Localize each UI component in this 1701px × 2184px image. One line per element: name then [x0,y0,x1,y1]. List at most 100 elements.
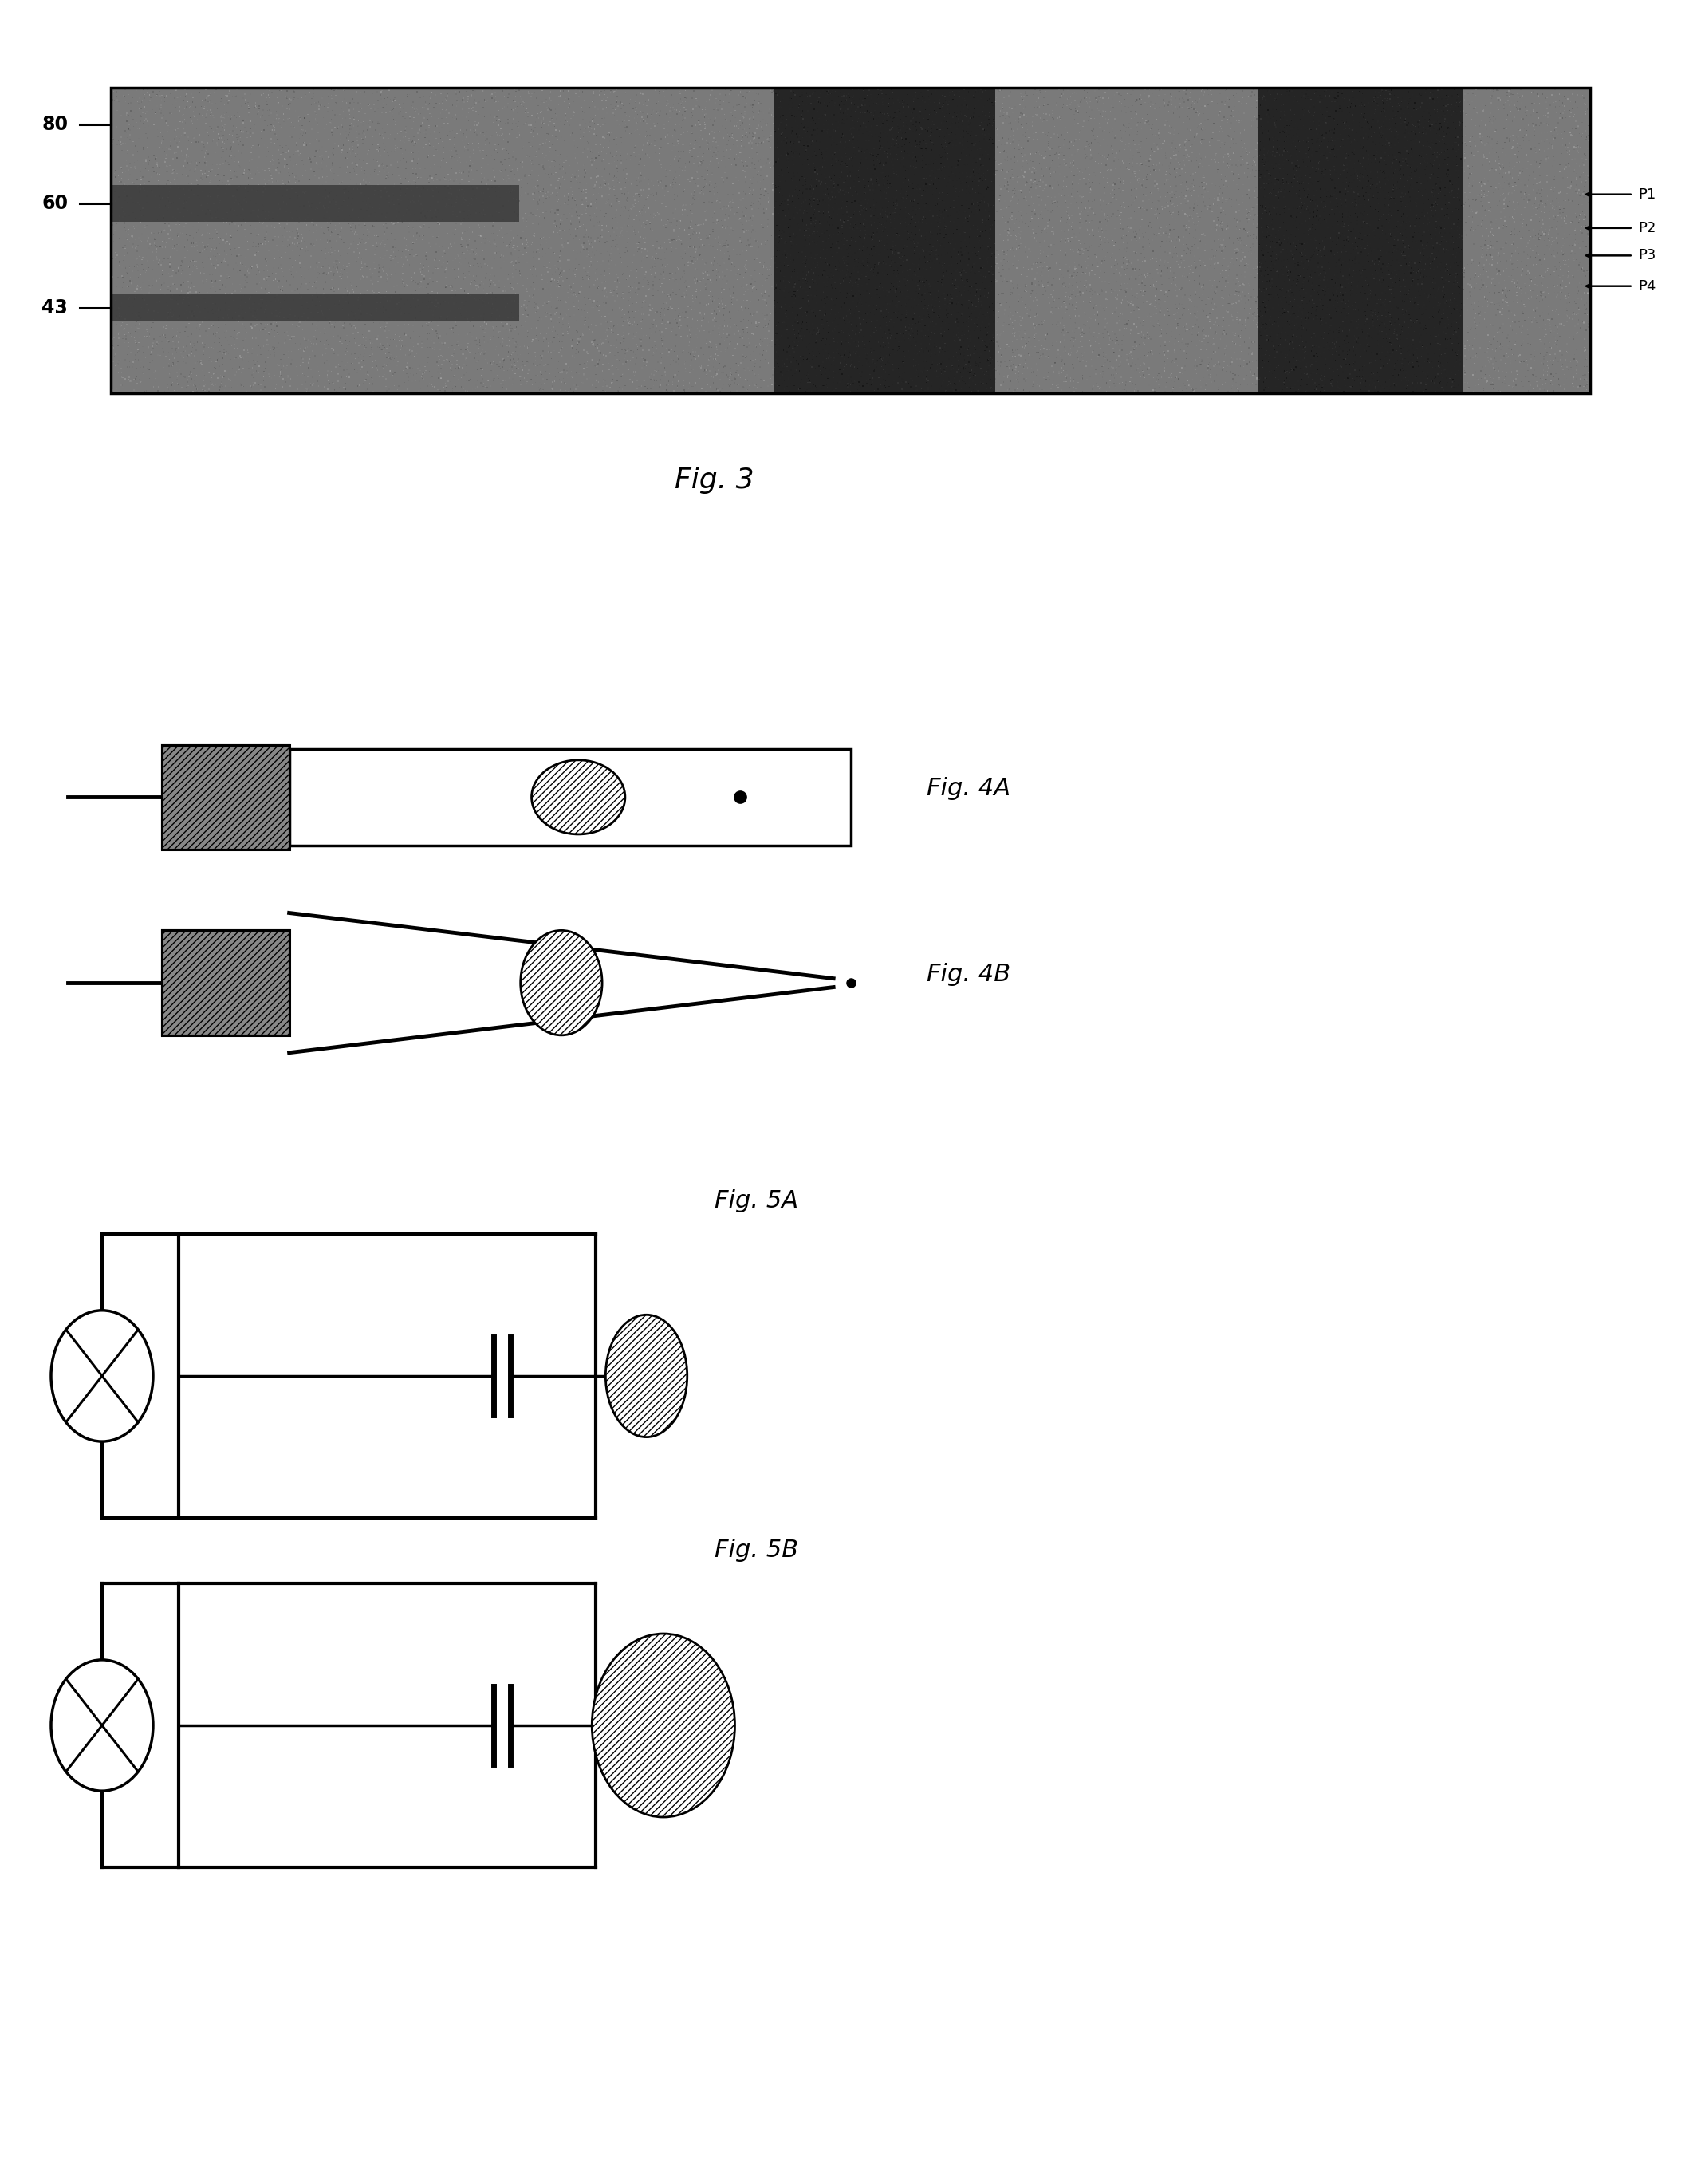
Point [1493,284,1521,319]
Point [194,138,221,173]
Point [874,96,902,131]
Point [1442,133,1470,168]
Point [1298,269,1325,304]
Point [208,105,235,140]
Point [769,367,796,402]
Point [99,83,126,118]
Point [432,81,459,116]
Point [466,376,493,411]
Point [218,221,245,256]
Point [1218,277,1245,312]
Point [252,262,279,297]
Point [585,177,612,212]
Point [1174,363,1201,397]
Point [959,155,987,190]
Point [1067,179,1094,214]
Point [845,218,873,253]
Point [937,234,964,269]
Point [1471,105,1499,140]
Point [495,321,522,356]
Point [284,371,311,406]
Point [873,371,900,406]
Point [105,299,133,334]
Point [670,369,697,404]
Point [723,345,750,380]
Point [1357,168,1385,203]
Point [308,70,335,105]
Point [1102,183,1129,218]
Point [600,173,628,207]
Point [711,236,738,271]
Point [886,79,913,114]
Point [490,201,517,236]
Point [546,232,573,266]
Point [544,203,572,238]
Point [337,111,364,146]
Point [230,332,257,367]
Point [1344,181,1371,216]
Point [1536,306,1563,341]
Point [691,376,718,411]
Point [1458,210,1485,245]
Point [549,70,577,105]
Point [538,177,565,212]
Point [1434,188,1461,223]
Point [245,253,272,288]
Point [272,310,299,345]
Point [286,269,313,304]
Point [175,159,202,194]
Point [524,232,551,266]
Point [730,175,757,210]
Point [1031,188,1058,223]
Point [442,76,469,111]
Point [469,301,497,336]
Point [861,301,888,336]
Point [514,295,541,330]
Point [352,332,379,367]
Point [582,369,609,404]
Point [236,323,264,358]
Point [1019,339,1046,373]
Point [461,179,488,214]
Point [150,245,177,280]
Point [357,92,384,127]
Point [813,103,840,138]
Point [762,214,789,249]
Point [823,325,850,360]
Point [1437,175,1465,210]
Point [378,94,405,129]
Point [998,306,1026,341]
Point [784,273,811,308]
Point [828,146,856,181]
Point [779,140,806,175]
Point [628,312,655,347]
Point [1517,341,1545,376]
Point [600,74,628,109]
Point [910,146,937,181]
Point [175,284,202,319]
Point [640,92,667,127]
Point [1476,286,1504,321]
Point [709,367,737,402]
Point [1220,262,1247,297]
Point [1451,365,1478,400]
Point [1374,177,1402,212]
Point [1550,227,1577,262]
Point [1499,131,1526,166]
Point [1019,212,1046,247]
Point [184,308,211,343]
Point [1325,273,1352,308]
Point [1111,232,1138,266]
Point [179,242,206,277]
Point [1347,373,1374,408]
Point [704,247,731,282]
Point [1155,295,1182,330]
Point [879,179,907,214]
Point [908,321,936,356]
Point [905,144,932,179]
Point [832,238,859,273]
Point [112,232,139,266]
Point [117,264,145,299]
Point [1289,227,1317,262]
Point [1465,260,1492,295]
